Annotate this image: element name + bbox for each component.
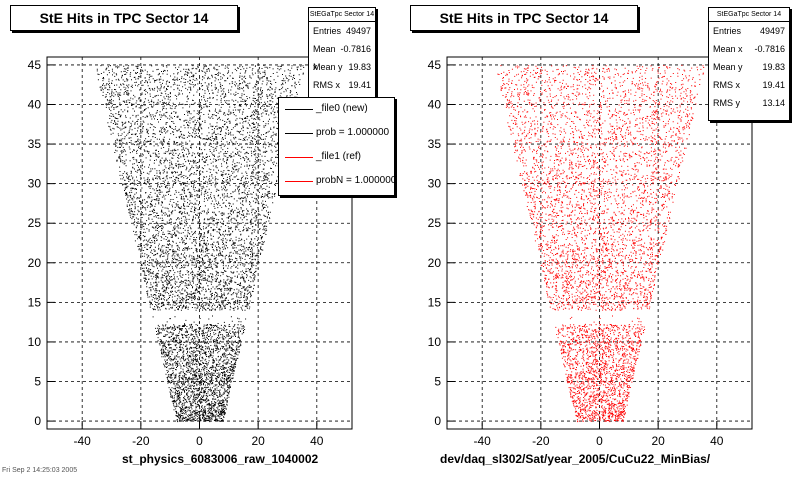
- legend-entry: prob = 1.000000: [279, 122, 394, 146]
- y-tick-label: 25: [28, 216, 42, 230]
- legend-entry: _file0 (new): [279, 98, 394, 122]
- stats-label: RMS y: [713, 98, 740, 108]
- y-tick-label: 15: [428, 295, 442, 309]
- y-tick-label: 20: [28, 256, 42, 270]
- x-tick-label: 0: [596, 434, 603, 448]
- left-stats-mean-y: Mean y 19.83: [309, 58, 375, 76]
- stats-label: Mean y: [713, 62, 743, 72]
- y-tick-label: 0: [34, 414, 41, 428]
- y-tick-label: 15: [28, 295, 42, 309]
- timestamp-text: Fri Sep 2 14:25:03 2005: [2, 467, 78, 474]
- left-axes: -40 -20 0 20 40 0 5 10 15 20 25 30 35 40 45: [28, 58, 324, 448]
- left-chart-title: StE Hits in TPC Sector 14: [10, 5, 238, 31]
- y-tick-label: 35: [28, 137, 42, 151]
- right-chart-panel: -40 -20 0 20 40 0 5 10 15 20 25 30 35 40 45 StE Hits i…: [400, 0, 800, 480]
- stats-value: 19.83: [762, 62, 785, 72]
- y-tick-label: 25: [428, 216, 442, 230]
- x-tick-label: 40: [710, 434, 724, 448]
- y-tick-label: 10: [428, 335, 442, 349]
- legend-line-black: [285, 133, 313, 134]
- left-x-axis-title: st_physics_6083006_raw_1040002: [122, 452, 319, 466]
- stats-label: RMS x: [713, 80, 740, 90]
- right-stats-rms-y: RMS y 13.14: [709, 94, 789, 112]
- legend-line-black: [285, 109, 313, 110]
- stats-label: Entries: [313, 26, 342, 36]
- y-tick-label: 10: [28, 335, 42, 349]
- x-tick-label: 20: [251, 434, 265, 448]
- legend-line-red: [285, 157, 313, 158]
- x-tick-label: -20: [532, 434, 550, 448]
- right-stats-name: StEGaTpc Sector 14: [709, 8, 789, 22]
- y-tick-label: 45: [428, 58, 442, 72]
- left-stats-entries: Entries 49497: [309, 22, 375, 40]
- stats-value: 19.41: [762, 80, 785, 90]
- y-tick-label: 20: [428, 256, 442, 270]
- stats-value: -0.7816: [340, 44, 371, 54]
- right-stats-mean-x: Mean x -0.7816: [709, 40, 789, 58]
- y-tick-label: 45: [28, 58, 42, 72]
- y-tick-label: 5: [434, 375, 441, 389]
- stats-value: 13.14: [762, 98, 785, 108]
- legend-entry: _file1 (ref): [279, 146, 394, 170]
- legend-label: _file0 (new): [316, 103, 368, 114]
- legend-box: _file0 (new) prob = 1.000000 _file1 (ref…: [278, 97, 395, 196]
- x-tick-label: -40: [74, 434, 92, 448]
- left-stats-rms-x: RMS x 19.41: [309, 76, 375, 94]
- y-tick-label: 35: [428, 137, 442, 151]
- y-tick-label: 40: [428, 97, 442, 111]
- right-chart-title: StE Hits in TPC Sector 14: [410, 5, 638, 31]
- stats-value: 49497: [345, 26, 371, 36]
- legend-label: _file1 (ref): [316, 151, 362, 162]
- right-stats-mean-y: Mean y 19.83: [709, 58, 789, 76]
- y-tick-label: 0: [434, 414, 441, 428]
- legend-label: probN = 1.000000: [316, 175, 395, 186]
- stats-label: Mean x: [713, 44, 743, 54]
- right-stats-box: StEGaTpc Sector 14 Entries 49497 Mean x …: [708, 7, 790, 121]
- y-tick-label: 5: [34, 375, 41, 389]
- right-scatter-plot: -40 -20 0 20 40 0 5 10 15 20 25 30 35 40 45: [428, 56, 753, 448]
- y-tick-label: 30: [428, 177, 442, 191]
- x-tick-label: -20: [132, 434, 150, 448]
- left-stats-mean-x: Mean x -0.7816: [309, 40, 375, 72]
- x-tick-label: 20: [651, 434, 665, 448]
- stats-label: Mean y: [313, 62, 343, 72]
- stats-value: 19.83: [348, 62, 371, 72]
- stats-value: 49497: [759, 26, 785, 36]
- left-stats-name: StEGaTpc Sector 14: [309, 8, 375, 22]
- stats-label: Entries: [713, 26, 742, 36]
- y-tick-label: 40: [28, 97, 42, 111]
- x-tick-label: 0: [196, 434, 203, 448]
- legend-entry: probN = 1.000000: [279, 170, 394, 194]
- stats-label: RMS x: [313, 80, 340, 90]
- stats-value: -0.7816: [754, 44, 785, 54]
- stats-value: 19.41: [348, 80, 371, 90]
- left-chart-panel: -40 -20 0 20 40 0 5 10 15 20 25 30 35 40 45 StE Hits i…: [2, 5, 395, 474]
- x-tick-label: 40: [310, 434, 324, 448]
- right-stats-entries: Entries 49497: [709, 22, 789, 40]
- right-data-points: [497, 64, 705, 423]
- x-tick-label: -40: [474, 434, 492, 448]
- right-stats-rms-x: RMS x 19.41: [709, 76, 789, 94]
- right-x-axis-title: dev/daq_sl302/Sat/year_2005/CuCu22_MinBi…: [440, 452, 711, 466]
- legend-label: prob = 1.000000: [316, 127, 390, 138]
- y-tick-label: 30: [28, 177, 42, 191]
- right-axes: -40 -20 0 20 40 0 5 10 15 20 25 30 35 40 45: [428, 58, 724, 448]
- legend-line-red: [285, 181, 313, 182]
- stats-label: Mean x: [313, 44, 336, 72]
